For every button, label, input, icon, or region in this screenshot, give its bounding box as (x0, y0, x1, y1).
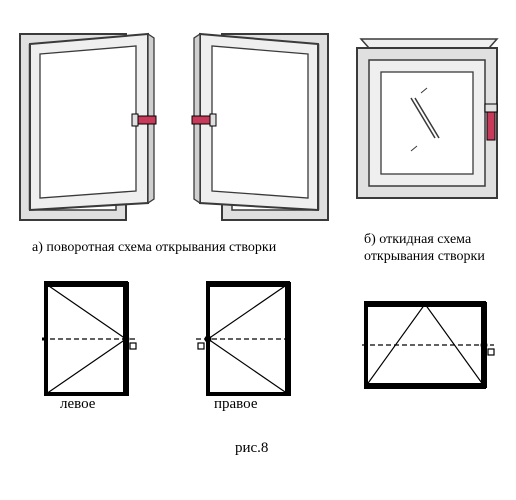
schematic-left (42, 280, 138, 398)
caption-b-line1: б) откидная схема (364, 232, 471, 247)
window-perspective-left (18, 32, 168, 222)
caption-right: правое (214, 396, 258, 413)
window-perspective-tilt (355, 38, 503, 208)
figure-8-diagram: а) поворотная схема открывания створки б… (0, 0, 516, 500)
caption-b-line2: открывания створки (364, 249, 485, 264)
window-perspective-right (180, 32, 330, 222)
schematic-tilt (362, 300, 496, 392)
caption-left: левое (60, 396, 95, 413)
schematic-right (196, 280, 292, 398)
caption-a: а) поворотная схема открывания створки (32, 240, 332, 257)
figure-label: рис.8 (235, 440, 268, 457)
caption-b: б) откидная схема открывания створки (364, 232, 514, 266)
